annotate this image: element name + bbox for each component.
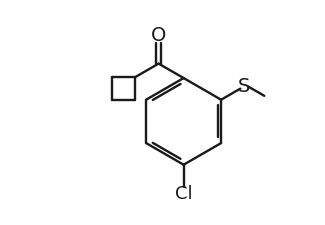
Text: Cl: Cl <box>175 184 192 202</box>
Text: S: S <box>238 77 250 96</box>
Text: O: O <box>151 26 166 45</box>
